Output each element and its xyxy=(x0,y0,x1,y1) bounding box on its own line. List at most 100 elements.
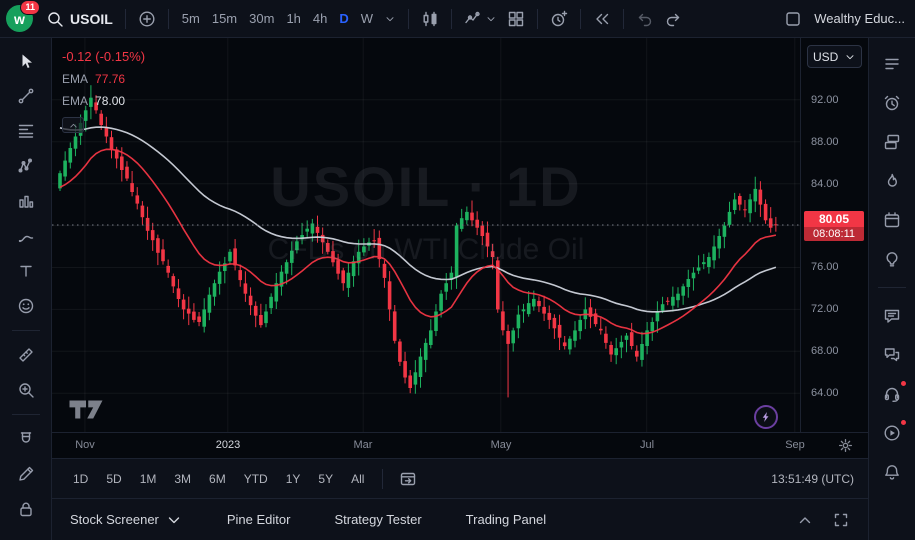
range-1d[interactable]: 1D xyxy=(66,468,95,490)
timeframe-1h[interactable]: 1h xyxy=(280,8,306,29)
undo-button[interactable] xyxy=(631,7,659,31)
clock-utc[interactable]: 13:51:49 (UTC) xyxy=(771,472,854,486)
price-axis-label: 76.00 xyxy=(811,261,839,273)
conversations-button[interactable] xyxy=(875,341,909,369)
ema-slow-legend-row[interactable]: EMA 78.00 xyxy=(62,94,145,108)
notification-count-badge: 11 xyxy=(20,0,40,15)
timeframe-W[interactable]: W xyxy=(355,8,379,29)
ema-fast-legend-row[interactable]: EMA 77.76 xyxy=(62,72,145,86)
undo-icon xyxy=(636,10,654,28)
account-logo[interactable]: w 11 xyxy=(6,5,33,32)
time-axis-label: Sep xyxy=(785,439,805,451)
notifications-button[interactable] xyxy=(875,458,909,486)
create-alert-button[interactable] xyxy=(545,7,573,31)
range-1y[interactable]: 1Y xyxy=(279,468,308,490)
redo-button[interactable] xyxy=(659,7,687,31)
range-all[interactable]: All xyxy=(344,468,371,490)
brush-tool-button[interactable] xyxy=(9,222,43,250)
lock-tool-button[interactable] xyxy=(9,495,43,523)
tab-strategy-tester[interactable]: Strategy Tester xyxy=(334,512,421,527)
layout-name[interactable]: Wealthy Educ... xyxy=(814,11,905,26)
gear-icon[interactable] xyxy=(837,437,854,454)
chevron-down-icon xyxy=(384,13,396,25)
fib-retracement-tool-button[interactable] xyxy=(9,117,43,145)
time-axis-label: 2023 xyxy=(216,439,240,451)
panel-expand-icon[interactable] xyxy=(796,511,814,529)
trendline-tool-button[interactable] xyxy=(9,82,43,110)
range-5y[interactable]: 5Y xyxy=(311,468,340,490)
range-5d[interactable]: 5D xyxy=(99,468,128,490)
tab-pine-editor[interactable]: Pine Editor xyxy=(227,512,291,527)
pattern-tool-button[interactable] xyxy=(9,152,43,180)
ema-label: EMA xyxy=(62,94,88,108)
quick-action-lightning-button[interactable] xyxy=(754,405,778,429)
draw-tool-button[interactable] xyxy=(9,460,43,488)
tab-label: Pine Editor xyxy=(227,512,291,527)
cursor-icon xyxy=(17,52,35,70)
chevron-down-icon xyxy=(485,13,497,25)
ideas-button[interactable] xyxy=(875,245,909,273)
tab-trading-panel[interactable]: Trading Panel xyxy=(466,512,546,527)
pencil-icon xyxy=(17,465,35,483)
timeframe-15m[interactable]: 15m xyxy=(206,8,243,29)
range-3m[interactable]: 3M xyxy=(167,468,198,490)
chart-canvas[interactable]: USOIL · 1D CFDs on WTI Crude Oil -0.12 (… xyxy=(52,38,800,432)
alarm-icon xyxy=(883,94,901,112)
forecast-icon xyxy=(17,192,35,210)
timeframe-5m[interactable]: 5m xyxy=(176,8,206,29)
watchlist-button[interactable] xyxy=(875,50,909,78)
alerts-button[interactable] xyxy=(875,89,909,117)
go-to-date-button[interactable] xyxy=(394,467,422,491)
legend-collapse-button[interactable] xyxy=(62,117,84,133)
currency-label: USD xyxy=(813,50,838,64)
timeframe-D[interactable]: D xyxy=(333,8,354,29)
watchlist-icon xyxy=(883,55,901,73)
toolbar-divider xyxy=(451,9,452,29)
timeframe-menu-button[interactable] xyxy=(379,10,401,28)
range-toolbar: 1D5D1M3M6MYTD1Y5YAll 13:51:49 (UTC) xyxy=(52,458,868,498)
range-6m[interactable]: 6M xyxy=(202,468,233,490)
price-axis-label: 72.00 xyxy=(811,303,839,315)
support-button[interactable] xyxy=(875,380,909,408)
range-ytd[interactable]: YTD xyxy=(237,468,275,490)
bar-replay-button[interactable] xyxy=(588,7,616,31)
top-toolbar: w 11 USOIL 5m15m30m1h4hDW xyxy=(0,0,915,38)
toolbar-divider xyxy=(537,9,538,29)
timeframe-30m[interactable]: 30m xyxy=(243,8,280,29)
price-axis-label: 88.00 xyxy=(811,136,839,148)
tutorials-button[interactable] xyxy=(875,419,909,447)
lightning-icon xyxy=(759,410,773,424)
price-axis-label: 84.00 xyxy=(811,178,839,190)
range-1m[interactable]: 1M xyxy=(133,468,164,490)
plus-circle-icon xyxy=(138,10,156,28)
text-tool-button[interactable] xyxy=(9,257,43,285)
chart-style-button[interactable] xyxy=(416,7,444,31)
save-layout-button[interactable] xyxy=(779,7,807,31)
right-toolbar xyxy=(868,38,915,540)
price-axis[interactable]: USD 80.05 08:08:11 92.0088.0084.0080.007… xyxy=(800,38,868,432)
measure-tool-button[interactable] xyxy=(9,341,43,369)
symbol-search-button[interactable]: USOIL xyxy=(41,7,118,31)
chat-button[interactable] xyxy=(875,302,909,330)
tab-stock-screener[interactable]: Stock Screener xyxy=(70,511,183,529)
hotlists-button[interactable] xyxy=(875,167,909,195)
emoji-tool-button[interactable] xyxy=(9,292,43,320)
news-button[interactable] xyxy=(875,128,909,156)
time-axis[interactable]: Nov2023MarMayJulSep xyxy=(52,432,868,458)
cursor-tool-button[interactable] xyxy=(9,47,43,75)
magnet-tool-button[interactable] xyxy=(9,425,43,453)
price-change-text: -0.12 (-0.15%) xyxy=(62,49,145,64)
ema-slow-value: 78.00 xyxy=(95,94,125,108)
indicators-button[interactable] xyxy=(459,7,502,31)
layout-grid-button[interactable] xyxy=(502,7,530,31)
zoom-tool-button[interactable] xyxy=(9,376,43,404)
panel-maximize-icon[interactable] xyxy=(832,511,850,529)
last-price: 80.05 xyxy=(804,211,864,227)
forecast-tool-button[interactable] xyxy=(9,187,43,215)
redo-icon xyxy=(664,10,682,28)
add-symbol-button[interactable] xyxy=(133,7,161,31)
timeframe-4h[interactable]: 4h xyxy=(307,8,333,29)
tradingview-logo[interactable] xyxy=(68,396,104,420)
currency-selector[interactable]: USD xyxy=(807,45,862,68)
economic-calendar-button[interactable] xyxy=(875,206,909,234)
